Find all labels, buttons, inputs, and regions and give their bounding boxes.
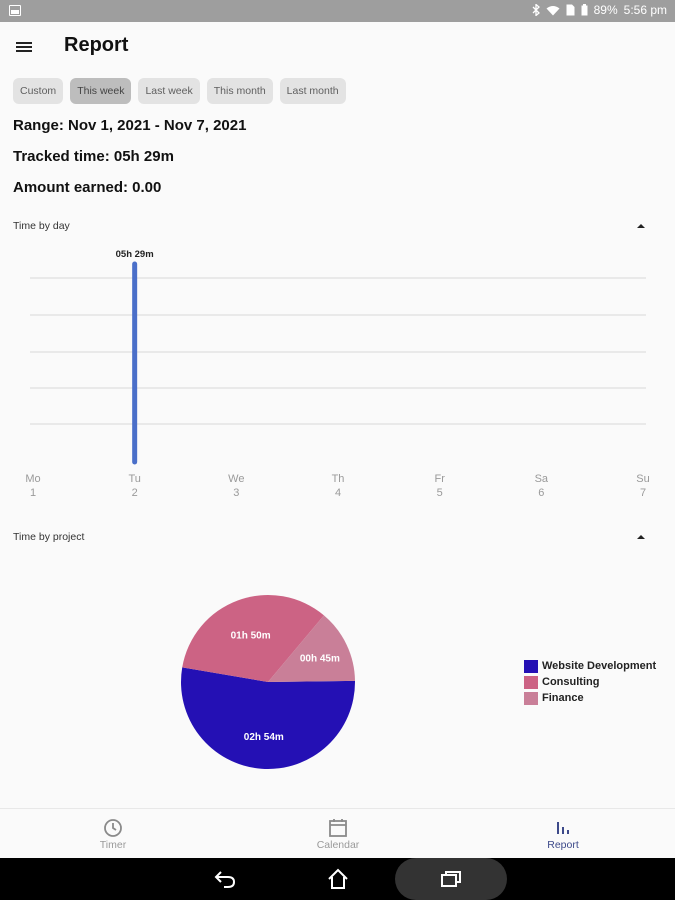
x-tick-day: Th [332, 473, 345, 485]
chip-custom[interactable]: Custom [13, 78, 64, 104]
app-bar: Report [0, 22, 675, 72]
x-tick-date: 1 [30, 487, 36, 499]
legend-swatch [524, 691, 538, 705]
x-tick-date: 5 [437, 487, 443, 499]
back-button[interactable] [200, 858, 250, 900]
legend-label: Consulting [542, 676, 600, 688]
x-tick-date: 4 [335, 487, 341, 499]
x-tick-day: Fr [434, 473, 445, 485]
legend-label: Finance [542, 692, 584, 704]
x-tick-day: Su [636, 473, 649, 485]
time-by-project-chart: 02h 54m 01h 50m 00h 45m [181, 595, 355, 769]
home-icon [328, 868, 348, 889]
nav-timer-label: Timer [99, 839, 127, 851]
pie-slice-consulting [182, 595, 324, 682]
recents-icon [441, 871, 461, 887]
bar-chart-icon [557, 822, 569, 834]
bluetooth-icon [532, 4, 540, 16]
status-icons: 89% 5:56 pm [532, 3, 667, 17]
tracked-time-text: Tracked time: 05h 29m [13, 148, 174, 165]
legend-label: Website Development [542, 660, 657, 672]
pie-slice-website-development [181, 667, 355, 769]
amount-earned-text: Amount earned: 0.00 [13, 179, 162, 196]
range-chips: Custom This week Last week This month La… [13, 78, 346, 104]
menu-icon[interactable] [16, 40, 34, 54]
back-icon [214, 871, 236, 888]
time-by-project-heading: Time by project [13, 531, 85, 543]
nav-calendar[interactable]: Calendar [278, 809, 398, 859]
nav-calendar-label: Calendar [316, 839, 360, 851]
file-icon [566, 4, 575, 16]
range-text: Range: Nov 1, 2021 - Nov 7, 2021 [13, 117, 247, 134]
chip-this-month[interactable]: This month [206, 78, 273, 104]
system-navigation-bar [0, 858, 675, 900]
chip-last-month[interactable]: Last month [279, 78, 346, 104]
page-title: Report [64, 34, 129, 56]
chip-this-week[interactable]: This week [70, 78, 132, 104]
x-tick-date: 7 [640, 487, 646, 499]
clock-icon [104, 819, 122, 837]
legend-item: Finance [524, 690, 656, 706]
legend-item: Consulting [524, 674, 656, 690]
collapse-day-chart-icon[interactable] [637, 224, 645, 228]
recents-button[interactable] [395, 858, 507, 900]
x-tick-date: 6 [538, 487, 544, 499]
battery-icon [581, 4, 588, 16]
battery-percent: 89% [593, 3, 618, 17]
collapse-project-chart-icon[interactable] [637, 535, 645, 539]
pie-slice-label: 00h 45m [300, 653, 340, 664]
legend-swatch [524, 659, 538, 673]
home-button[interactable] [313, 858, 363, 900]
time-by-day-chart: Mo 1 05h 29m Tu 2 We 3 Th 4 Fr 5 Sa 6 Su 7 [25, 249, 649, 499]
status-time: 5:56 pm [623, 3, 667, 17]
x-tick-date: 2 [132, 487, 138, 499]
notification-icon [9, 5, 21, 16]
pie-slice-finance [268, 615, 355, 682]
bottom-navigation: Timer Calendar Report [0, 808, 675, 858]
x-tick-day: Mo [25, 473, 40, 485]
nav-report-label: Report [547, 839, 579, 851]
nav-report[interactable]: Report [503, 809, 623, 859]
pie-slice-label: 02h 54m [244, 732, 284, 743]
time-by-day-heading: Time by day [13, 220, 70, 232]
x-tick-date: 3 [233, 487, 239, 499]
nav-timer[interactable]: Timer [53, 809, 173, 859]
pie-slice-label: 01h 50m [231, 631, 271, 642]
chip-last-week[interactable]: Last week [138, 78, 200, 104]
legend-item: Website Development [524, 658, 656, 674]
x-tick-day: We [228, 473, 244, 485]
bar-data-label: 05h 29m [116, 249, 154, 260]
calendar-icon [329, 819, 347, 837]
legend-swatch [524, 675, 538, 689]
x-tick-day: Sa [535, 473, 549, 485]
status-bar: 89% 5:56 pm [0, 0, 675, 22]
wifi-icon [546, 5, 560, 15]
pie-legend: Website Development Consulting Finance [524, 658, 656, 706]
x-tick-day: Tu [128, 473, 140, 485]
